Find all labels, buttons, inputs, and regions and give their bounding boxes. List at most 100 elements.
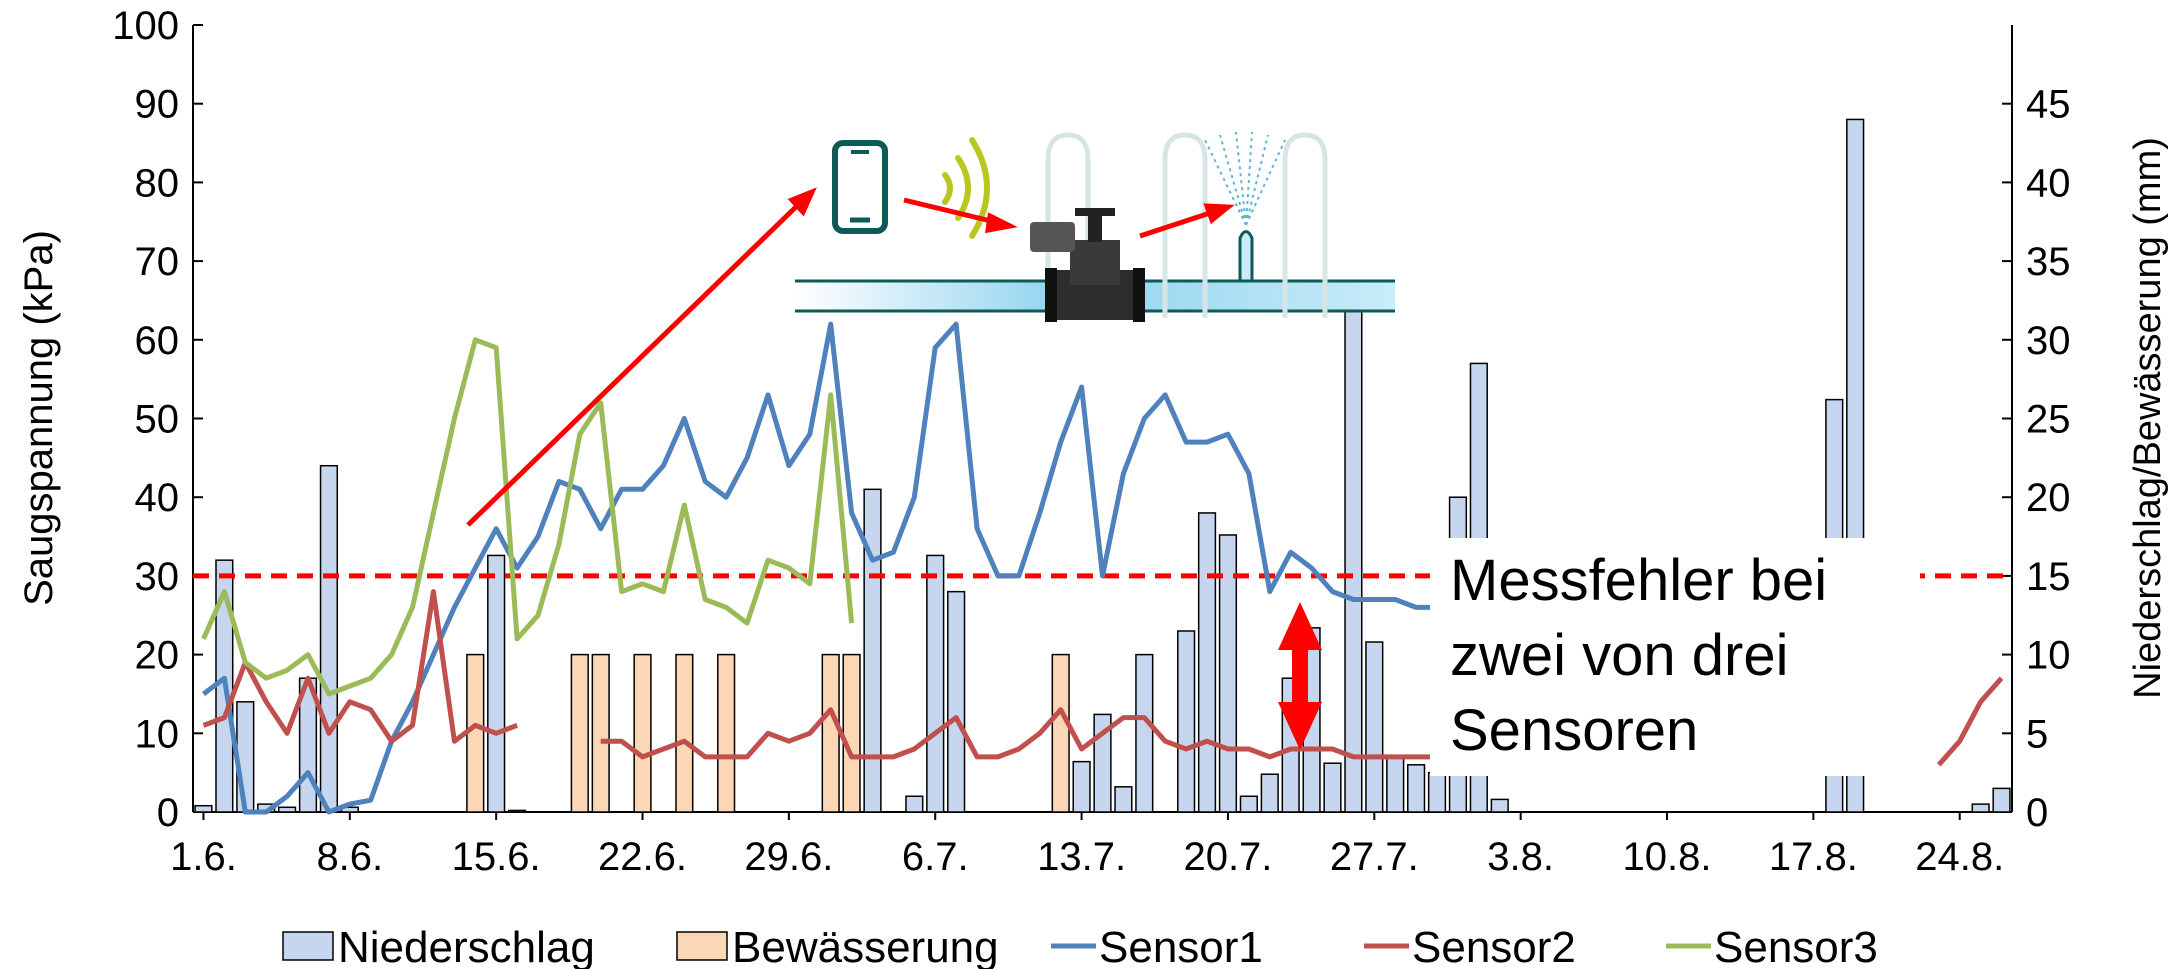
y2-tick-label: 35 — [2026, 240, 2071, 284]
x-tick-label: 6.7. — [902, 835, 969, 879]
right-axis-ticks: 0 5 10 15 20 25 30 35 40 45 — [2002, 83, 2071, 835]
irrigation-bar — [842, 653, 861, 813]
irrigation-bar — [821, 653, 840, 813]
y2-tick-label: 30 — [2026, 319, 2071, 363]
sensor2-line — [202, 589, 2004, 768]
plant-outline-icon — [1045, 132, 1328, 318]
x-tick-label: 29.6. — [744, 835, 833, 879]
rain-bar — [1239, 795, 1258, 813]
annotation-line-1: Messfehler bei — [1450, 548, 1827, 613]
y-tick-label: 10 — [135, 712, 180, 756]
x-tick-label: 13.7. — [1037, 835, 1126, 879]
legend-label: Sensor3 — [1714, 923, 1878, 969]
legend-label: Sensor1 — [1099, 923, 1263, 969]
y2-tick-label: 5 — [2026, 712, 2048, 756]
irrigation-bar — [591, 653, 610, 813]
y-axis-title: Saugspannung (kPa) — [17, 230, 61, 606]
rain-bar — [926, 554, 945, 813]
smartphone-icon — [832, 140, 888, 234]
y2-axis-title: Niederschlag/Bewässerung (mm) — [2127, 137, 2169, 699]
legend-item: Sensor3 — [1666, 923, 1878, 969]
rain-bar — [1344, 307, 1363, 813]
rain-bar — [1114, 786, 1133, 813]
rain-bar — [319, 464, 339, 813]
x-axis-ticks: 1.6. 8.6. 15.6. 22.6. 29.6. 6.7. 13.7. 20.7. 27.… — [170, 812, 2004, 879]
y-tick-label: 60 — [135, 319, 180, 363]
rain-bar — [1135, 653, 1154, 813]
sprinkler-icon — [1204, 131, 1286, 283]
rain-bar — [194, 804, 213, 813]
y-tick-label: 20 — [135, 634, 180, 678]
rain-bar — [1427, 771, 1447, 813]
x-tick-label: 20.7. — [1183, 835, 1272, 879]
y2-tick-label: 0 — [2026, 791, 2048, 835]
y-tick-label: 100 — [112, 4, 179, 48]
rain-bar — [236, 701, 255, 813]
x-tick-label: 1.6. — [170, 835, 237, 879]
y-tick-label: 70 — [135, 240, 180, 284]
x-tick-label: 24.8. — [1915, 835, 2004, 879]
x-tick-label: 22.6. — [598, 835, 687, 879]
rain-bar — [1177, 630, 1196, 813]
y2-tick-label: 15 — [2026, 555, 2071, 599]
y2-tick-label: 20 — [2026, 476, 2071, 520]
rain-bar — [1407, 764, 1426, 813]
valve-icon — [1030, 208, 1145, 322]
y-tick-label: 0 — [157, 791, 179, 835]
rain-bar — [487, 554, 506, 813]
annotation-line-3: Sensoren — [1450, 698, 1698, 763]
legend-item: Sensor1 — [1051, 923, 1263, 969]
x-tick-label: 8.6. — [316, 835, 383, 879]
y2-tick-label: 40 — [2026, 161, 2071, 205]
y-tick-label: 90 — [135, 83, 180, 127]
legend-swatch — [676, 931, 728, 961]
legend-label: Sensor2 — [1412, 923, 1576, 969]
annotation: Messfehler bei zwei von drei Sensoren — [1278, 538, 1920, 776]
y-tick-label: 40 — [135, 476, 180, 520]
double-arrow-icon — [1278, 602, 1322, 750]
annotation-line-2: zwei von drei — [1450, 623, 1788, 688]
irrigation-bar — [570, 653, 589, 813]
y2-tick-label: 10 — [2026, 634, 2071, 678]
annotation-box — [1430, 538, 1920, 776]
lines-layer — [201, 321, 2004, 815]
rain-bar — [1197, 512, 1217, 813]
irrigation-illustration — [466, 131, 1395, 527]
rain-bar — [1218, 534, 1238, 813]
legend-item: Sensor2 — [1364, 923, 1576, 969]
rain-bar — [947, 590, 966, 813]
red-arrows — [466, 187, 1235, 527]
rain-bar — [1490, 798, 1509, 813]
irrigation-bar — [717, 653, 736, 813]
x-tick-label: 17.8. — [1769, 835, 1858, 879]
y-tick-label: 50 — [135, 398, 180, 442]
x-tick-label: 15.6. — [452, 835, 541, 879]
rain-bar — [1992, 787, 2011, 813]
y2-tick-label: 25 — [2026, 398, 2071, 442]
left-axis-ticks: 0 10 20 30 40 50 60 70 80 90 100 — [112, 4, 203, 835]
rain-bar — [1072, 760, 1091, 813]
legend-swatch — [282, 931, 334, 961]
rain-bar — [1386, 756, 1405, 813]
legend-label: Bewässerung — [732, 923, 999, 969]
x-tick-label: 27.7. — [1330, 835, 1419, 879]
irrigation-bar — [466, 653, 485, 813]
rain-bar — [277, 806, 297, 813]
rain-bar — [863, 488, 882, 813]
rain-bar — [1260, 773, 1279, 813]
rain-bar — [1323, 762, 1342, 813]
irrigation-bar — [1051, 653, 1070, 813]
x-tick-label: 10.8. — [1623, 835, 1712, 879]
rain-bar — [1971, 803, 1990, 813]
sensor3-line — [201, 337, 855, 697]
y2-tick-label: 45 — [2026, 83, 2071, 127]
y-tick-label: 30 — [135, 555, 180, 599]
legend-label: Niederschlag — [338, 923, 595, 969]
legend-item: Niederschlag — [282, 923, 595, 969]
rain-bar — [905, 795, 924, 813]
legend-item: Bewässerung — [676, 923, 999, 969]
irrigation-bar — [675, 653, 694, 813]
rain-bar — [507, 809, 527, 813]
legend: Niederschlag Bewässerung Sensor1 Sensor2 Sen… — [282, 923, 1878, 969]
